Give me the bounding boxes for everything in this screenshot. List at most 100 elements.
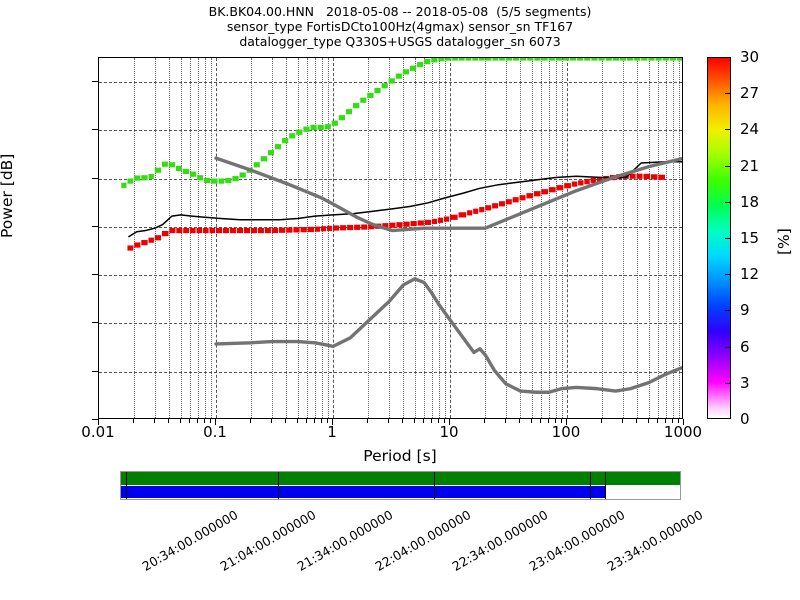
- x-tick-label: 10: [439, 423, 459, 441]
- ppsd-bin: [492, 203, 499, 209]
- ppsd-bin: [279, 227, 286, 233]
- ppsd-bin: [534, 58, 541, 61]
- plot-grid-and-curves: [99, 58, 682, 418]
- ppsd-bin: [236, 227, 244, 234]
- ppsd-bin: [562, 58, 570, 61]
- ppsd-bin: [222, 227, 230, 234]
- ppsd-bin: [505, 199, 512, 205]
- gridline-vertical: [327, 58, 329, 418]
- ppsd-bin: [389, 222, 396, 228]
- ppsd-bin: [197, 175, 204, 181]
- ppsd-bin: [161, 161, 168, 167]
- ppsd-bin: [548, 58, 555, 61]
- x-tick-mark: [484, 419, 486, 423]
- ppsd-bin: [134, 175, 141, 181]
- ppsd-bin: [296, 129, 303, 135]
- ppsd-bin: [409, 65, 417, 71]
- gridline-vertical: [531, 58, 533, 418]
- ppsd-bin: [458, 212, 467, 218]
- x-tick-mark: [530, 419, 532, 423]
- x-tick-mark: [313, 419, 315, 423]
- ppsd-bin: [596, 176, 603, 183]
- ppsd-plot-area[interactable]: [98, 57, 683, 419]
- timeline-coverage-axes[interactable]: [120, 471, 681, 500]
- title-line-datalogger: datalogger_type Q330S+USGS datalogger_sn…: [239, 34, 561, 49]
- ppsd-bin: [555, 58, 562, 61]
- ppsd-bin: [473, 208, 479, 214]
- gridline-vertical: [665, 58, 667, 418]
- ppsd-bin: [450, 214, 458, 220]
- x-tick-mark: [647, 419, 649, 423]
- ppsd-bin: [431, 218, 438, 225]
- ppsd-bin: [437, 217, 444, 223]
- ppsd-bin: [626, 58, 634, 61]
- percentile-curve-black: [128, 161, 682, 238]
- ppsd-bin: [564, 183, 571, 189]
- x-tick-mark: [296, 419, 298, 423]
- ppsd-bin: [196, 227, 203, 234]
- low-noise-model-nlnm: [214, 277, 682, 394]
- gridline-vertical: [424, 58, 426, 418]
- ppsd-bin: [168, 162, 176, 168]
- ppsd-bin: [286, 227, 293, 233]
- x-tick-mark: [285, 419, 287, 423]
- gridline-vertical: [602, 58, 604, 418]
- gridline-vertical: [414, 58, 416, 418]
- x-tick-mark: [547, 419, 549, 423]
- ppsd-bin: [154, 235, 162, 241]
- psd-segments-row[interactable]: [121, 485, 606, 498]
- ppsd-bin: [417, 220, 424, 226]
- x-tick-label: 1000: [663, 423, 703, 441]
- gridline-vertical: [333, 58, 334, 418]
- gridline-vertical: [134, 58, 136, 418]
- ppsd-bin: [340, 225, 347, 231]
- x-tick-mark: [168, 419, 170, 423]
- ppsd-bin: [417, 62, 424, 68]
- gridline-vertical: [190, 58, 192, 418]
- ppsd-bin: [368, 224, 375, 230]
- x-tick-mark: [189, 419, 191, 423]
- ppsd-bin: [485, 58, 492, 61]
- x-tick-mark: [320, 419, 322, 423]
- gridline-vertical: [210, 58, 212, 418]
- ppsd-bin: [381, 83, 388, 89]
- gridline-vertical: [216, 58, 217, 418]
- data-coverage-row[interactable]: [121, 472, 680, 485]
- colorbar-tick-mark: [725, 382, 731, 384]
- x-tick-mark: [203, 419, 205, 423]
- x-tick-label: 1: [327, 423, 337, 441]
- y-tick-mark: [92, 274, 98, 276]
- ppsd-mode-bins-red: [127, 173, 665, 251]
- ppsd-bin: [293, 227, 300, 233]
- timeline-tick: [590, 472, 591, 499]
- x-tick-mark: [437, 419, 439, 423]
- ppsd-bin: [410, 221, 417, 227]
- ppsd-bin: [662, 58, 669, 61]
- ppsd-bin: [658, 174, 665, 180]
- ppsd-bin: [331, 120, 338, 126]
- ppsd-bin: [229, 227, 237, 234]
- ppsd-bin: [333, 225, 340, 231]
- ppsd-bin: [584, 179, 590, 185]
- ppsd-bin: [211, 178, 218, 184]
- x-tick-mark: [683, 419, 684, 425]
- colorbar-tick-mark: [725, 165, 731, 167]
- x-tick-mark: [250, 419, 252, 423]
- colorbar-label: [%]: [775, 228, 793, 255]
- ppsd-bin: [154, 167, 162, 173]
- gridline-vertical: [438, 58, 440, 418]
- gridline-vertical: [505, 58, 507, 418]
- ppsd-bin: [403, 221, 410, 227]
- x-tick-label: 0.01: [81, 423, 115, 441]
- ppsd-bin: [512, 58, 520, 61]
- colorbar-tick-label: 3: [740, 373, 750, 392]
- gridline-horizontal: [99, 178, 682, 180]
- ppsd-bin: [360, 97, 367, 103]
- colorbar-tick-mark: [725, 274, 731, 276]
- ppsd-bin: [314, 226, 321, 232]
- x-tick-mark: [326, 419, 328, 423]
- ppsd-bin: [591, 58, 598, 61]
- ppsd-bin: [121, 182, 127, 188]
- ppsd-bin: [498, 201, 505, 207]
- gridline-vertical: [622, 58, 624, 418]
